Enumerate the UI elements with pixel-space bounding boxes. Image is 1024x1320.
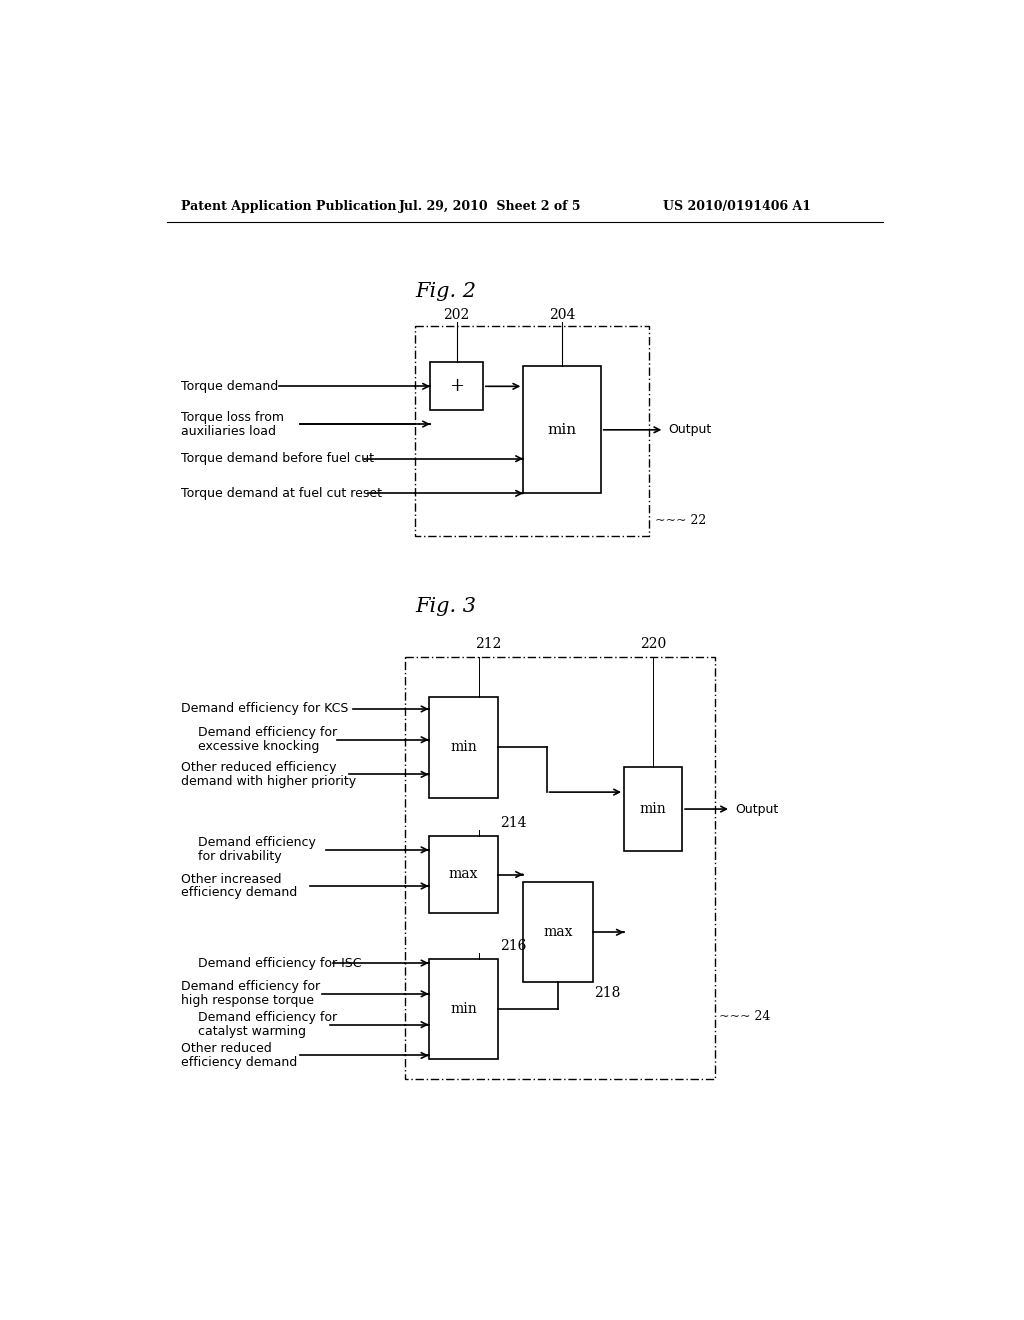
Text: Torque demand before fuel cut: Torque demand before fuel cut	[180, 453, 374, 465]
Text: US 2010/0191406 A1: US 2010/0191406 A1	[663, 199, 811, 213]
Bar	[406, 657, 716, 1078]
Text: 218: 218	[595, 986, 621, 1001]
Bar	[429, 697, 499, 797]
Text: Jul. 29, 2010  Sheet 2 of 5: Jul. 29, 2010 Sheet 2 of 5	[399, 199, 582, 213]
Bar	[429, 960, 499, 1059]
Text: max: max	[449, 867, 478, 882]
Text: 214: 214	[500, 816, 526, 830]
Text: Output: Output	[669, 424, 712, 437]
Text: 204: 204	[549, 309, 575, 322]
Bar	[415, 326, 649, 536]
Text: Other reduced efficiency: Other reduced efficiency	[180, 760, 336, 774]
Text: +: +	[450, 378, 464, 395]
Bar	[624, 767, 682, 851]
Text: Demand efficiency for: Demand efficiency for	[198, 1011, 337, 1024]
Bar	[523, 367, 601, 494]
Text: efficiency demand: efficiency demand	[180, 1056, 297, 1069]
Bar	[430, 363, 483, 411]
Text: for drivability: for drivability	[198, 850, 282, 863]
Text: 212: 212	[475, 638, 502, 651]
Text: Torque demand: Torque demand	[180, 380, 278, 393]
Text: Demand efficiency for KCS: Demand efficiency for KCS	[180, 702, 348, 715]
Text: Fig. 3: Fig. 3	[416, 597, 476, 616]
Text: 216: 216	[500, 939, 526, 953]
Text: min: min	[640, 803, 667, 816]
Text: Demand efficiency for: Demand efficiency for	[180, 981, 319, 994]
Text: Output: Output	[735, 803, 778, 816]
Text: Demand efficiency for: Demand efficiency for	[198, 726, 337, 739]
Text: efficiency demand: efficiency demand	[180, 887, 297, 899]
Text: max: max	[544, 925, 572, 940]
Text: Fig. 2: Fig. 2	[416, 281, 476, 301]
Text: Patent Application Publication: Patent Application Publication	[180, 199, 396, 213]
Text: Other increased: Other increased	[180, 873, 282, 886]
Text: demand with higher priority: demand with higher priority	[180, 775, 355, 788]
Text: min: min	[451, 1002, 477, 1016]
Text: min: min	[548, 422, 577, 437]
Text: catalyst warming: catalyst warming	[198, 1026, 306, 1038]
Text: 202: 202	[443, 309, 470, 322]
Text: Torque loss from: Torque loss from	[180, 412, 284, 425]
Text: excessive knocking: excessive knocking	[198, 741, 319, 754]
Text: 220: 220	[640, 638, 667, 651]
Bar	[523, 882, 593, 982]
Text: Other reduced: Other reduced	[180, 1041, 271, 1055]
Bar	[429, 836, 499, 913]
Text: Demand efficiency: Demand efficiency	[198, 837, 315, 850]
Text: high response torque: high response torque	[180, 994, 313, 1007]
Text: auxiliaries load: auxiliaries load	[180, 425, 275, 438]
Text: ~~~ 24: ~~~ 24	[719, 1010, 771, 1023]
Text: Demand efficiency for ISC: Demand efficiency for ISC	[198, 957, 361, 970]
Text: min: min	[451, 741, 477, 755]
Text: ~~~ 22: ~~~ 22	[655, 513, 707, 527]
Text: Torque demand at fuel cut reset: Torque demand at fuel cut reset	[180, 487, 382, 500]
